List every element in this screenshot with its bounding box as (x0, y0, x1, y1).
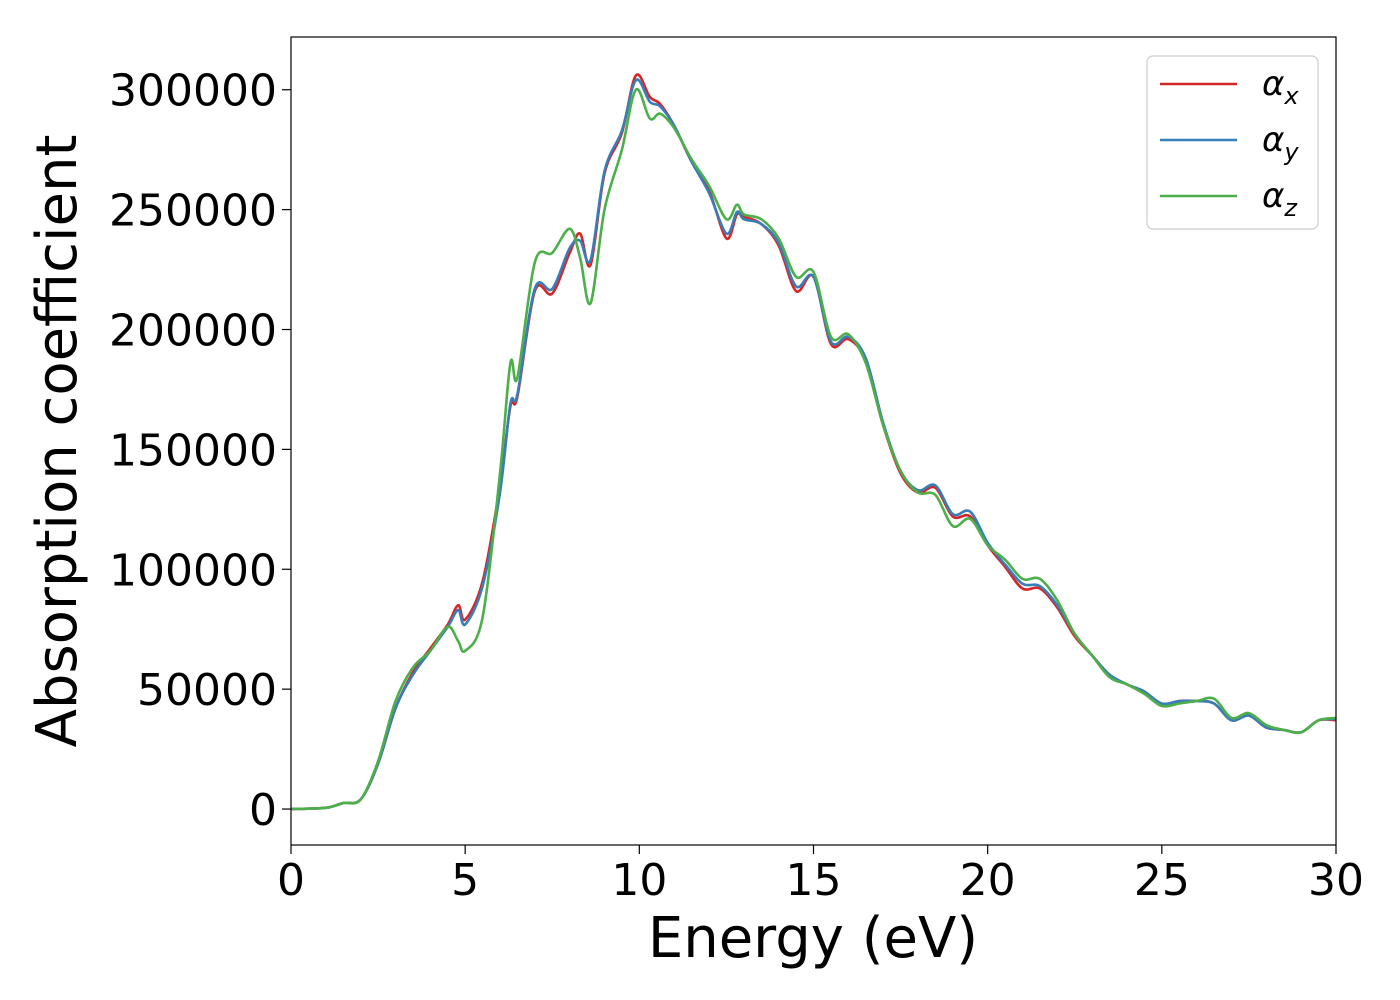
y-tick-label: 100000 (109, 545, 277, 596)
x-tick-label: 20 (960, 855, 1016, 906)
series-layer (290, 73, 1337, 811)
legend-label-alpha-z: αz (1262, 176, 1298, 222)
x-tick-label: 25 (1134, 855, 1190, 906)
y-tick-label: 50000 (137, 665, 277, 716)
x-axis-ticks: 0 5 10 15 20 25 30 (277, 845, 1364, 906)
x-tick-label: 15 (786, 855, 842, 906)
y-axis-ticks: 0 50000 100000 150000 200000 250000 300000 (109, 66, 291, 836)
x-axis-label: Energy (eV) (648, 906, 978, 971)
series-line-alpha-y (290, 78, 1337, 811)
x-tick-label: 5 (451, 855, 479, 906)
y-tick-label: 200000 (109, 306, 277, 357)
y-axis-label: Absorption coefficient (25, 135, 90, 748)
y-tick-label: 250000 (109, 186, 277, 237)
y-tick-label: 0 (249, 785, 277, 836)
x-tick-label: 0 (277, 855, 305, 906)
x-tick-label: 30 (1308, 855, 1364, 906)
y-tick-label: 150000 (109, 425, 277, 476)
legend-box (1146, 55, 1319, 230)
x-tick-label: 10 (611, 855, 667, 906)
series-line-alpha-z (290, 88, 1337, 811)
y-tick-label: 300000 (109, 66, 277, 117)
